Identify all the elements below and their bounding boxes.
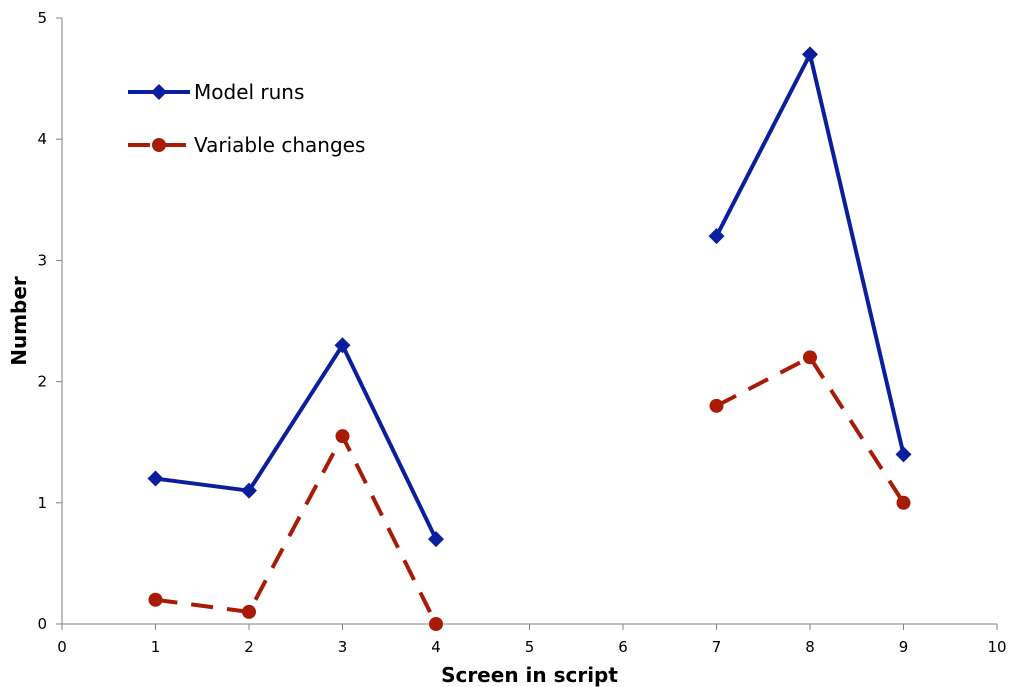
data-point-marker [241, 482, 257, 499]
data-point-marker [335, 429, 350, 444]
data-point-marker [802, 46, 818, 63]
legend-marker [151, 84, 167, 100]
y-tick-label: 1 [37, 494, 47, 512]
x-tick-label: 2 [244, 638, 254, 656]
y-axis: 0 1 2 3 4 5 [37, 9, 63, 633]
series-line-segment [155, 434, 438, 625]
data-point-marker [148, 592, 163, 607]
legend-label: Model runs [194, 80, 304, 104]
legend-entry: Variable changes [128, 133, 365, 157]
x-tick-label: 3 [338, 638, 348, 656]
y-tick-label: 0 [37, 615, 47, 633]
data-point-marker [147, 470, 164, 487]
x-tick-label: 4 [431, 638, 441, 656]
data-point-marker [709, 398, 724, 413]
legend: Model runs Variable changes [128, 80, 365, 157]
x-tick-label: 0 [57, 638, 67, 656]
x-tick-label: 10 [987, 638, 1006, 656]
y-tick-label: 3 [37, 251, 47, 269]
series-layer [147, 46, 912, 631]
x-axis: 0 1 2 3 4 5 6 7 8 9 10 [57, 623, 1007, 656]
x-tick-label: 9 [899, 638, 909, 656]
x-tick-label: 1 [151, 638, 161, 656]
y-tick-label: 5 [37, 9, 47, 27]
legend-label: Variable changes [194, 133, 365, 157]
x-tick-label: 7 [712, 638, 722, 656]
series-1 [148, 350, 911, 631]
legend-entry: Model runs [128, 80, 304, 104]
x-axis-title: Screen in script [441, 663, 618, 687]
data-point-marker [895, 446, 912, 463]
series-line-segment [715, 355, 906, 504]
data-point-marker [242, 604, 256, 619]
x-tick-label: 6 [618, 638, 628, 656]
data-point-marker [896, 495, 911, 510]
series-line-segment [155, 343, 438, 541]
data-point-marker [803, 350, 817, 365]
data-point-marker [428, 531, 444, 548]
data-point-marker [429, 617, 443, 631]
data-point-marker [708, 228, 725, 245]
y-axis-title: Number [7, 276, 31, 366]
x-tick-label: 5 [525, 638, 535, 656]
y-tick-label: 4 [37, 130, 47, 148]
series-0 [147, 46, 912, 548]
series-line-segment [714, 52, 906, 455]
legend-marker [152, 138, 166, 152]
y-tick-label: 2 [37, 373, 47, 391]
x-tick-label: 8 [805, 638, 815, 656]
data-point-marker [334, 337, 351, 354]
